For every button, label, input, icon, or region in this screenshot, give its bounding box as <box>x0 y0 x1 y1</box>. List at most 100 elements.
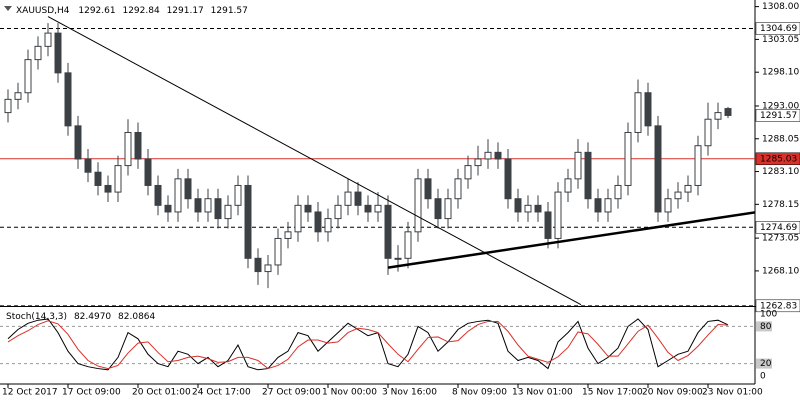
x-tick-label: 20 Nov 09:00 <box>642 388 703 398</box>
candle-body <box>64 72 72 127</box>
x-tick-label: 20 Oct 01:00 <box>132 388 191 398</box>
candle-body <box>634 92 642 133</box>
candle-body <box>714 112 722 120</box>
candle-body <box>324 218 332 233</box>
candle-body <box>574 151 582 180</box>
x-tick-label: 13 Nov 01:00 <box>512 388 573 398</box>
x-tick-label: 24 Oct 17:00 <box>192 388 251 398</box>
candle-body <box>534 204 542 213</box>
candle-body <box>54 32 62 74</box>
candle-body <box>144 158 152 186</box>
candle-body <box>444 198 452 220</box>
candle-body <box>104 184 112 193</box>
level-label: 1285.03 <box>760 154 797 164</box>
candle-body <box>614 184 622 200</box>
y-tick-label: 1283.10 <box>762 167 799 177</box>
candle-body <box>154 184 162 206</box>
candle-body <box>384 204 392 259</box>
candle-body <box>414 178 422 233</box>
candle-body <box>704 118 712 147</box>
candle-body <box>134 131 142 160</box>
candle-body <box>474 158 482 167</box>
y-tick-label: 1278.15 <box>762 200 799 210</box>
candle-body <box>204 198 212 213</box>
stoch-tick-label: 80 <box>760 322 772 332</box>
candle-body <box>494 151 502 160</box>
candle-body <box>724 108 732 116</box>
candle-body <box>544 211 552 239</box>
candle-body <box>354 191 362 206</box>
candle-body <box>114 165 122 193</box>
candle-body <box>644 92 652 127</box>
y-tick-label: 1303.05 <box>762 35 799 45</box>
candle-body <box>234 184 242 206</box>
candle-body <box>584 151 592 200</box>
candle-body <box>394 257 402 260</box>
candle-body <box>24 59 32 94</box>
stoch-plot <box>0 318 755 371</box>
x-tick-label: 3 Nov 16:00 <box>382 388 437 398</box>
candle-body <box>14 92 22 100</box>
candle-body <box>554 191 562 239</box>
candle-body <box>344 191 352 206</box>
level-label-box <box>755 221 800 234</box>
candle-body <box>304 204 312 213</box>
candle-body <box>624 131 632 186</box>
candle-body <box>594 198 602 213</box>
candle-body <box>654 125 662 213</box>
y-tick-label: 1293.00 <box>762 101 799 111</box>
candle-body <box>194 198 202 213</box>
y-tick-label: 1268.10 <box>762 266 799 276</box>
candle-body <box>4 98 12 114</box>
stoch-tick-box <box>756 358 772 369</box>
candle-body <box>694 145 702 186</box>
candle-body <box>214 198 222 220</box>
current-price-label: 1291.57 <box>760 111 797 121</box>
stoch-line <box>7 318 729 371</box>
candle-body <box>284 231 292 239</box>
candle-body <box>254 257 262 273</box>
candle-body <box>184 178 192 200</box>
candle-body <box>404 231 412 259</box>
stoch-tick-box <box>756 321 772 332</box>
y-tick-label: 1308.00 <box>762 2 799 12</box>
candle-body <box>164 204 172 213</box>
x-tick-label: 23 Nov 01:00 <box>702 388 763 398</box>
x-tick-label: 8 Nov 09:00 <box>452 388 507 398</box>
candle-body <box>314 211 322 233</box>
candle-body <box>674 191 682 200</box>
current-price-box <box>755 109 800 122</box>
candle-body <box>84 158 92 173</box>
x-tick-label: 1 Nov 00:00 <box>322 388 377 398</box>
candle-body <box>294 204 302 233</box>
candle-body <box>424 178 432 200</box>
candle-body <box>44 32 52 47</box>
candle-body <box>174 178 182 213</box>
x-tick-label: 27 Oct 09:00 <box>262 388 321 398</box>
level-label-box <box>755 299 800 313</box>
x-tick-label: 17 Oct 09:00 <box>62 388 121 398</box>
candle-body <box>274 237 282 266</box>
candle-body <box>334 204 342 220</box>
candle-body <box>364 204 372 213</box>
candle-body <box>454 178 462 200</box>
candle-body <box>264 264 272 273</box>
candle-body <box>684 184 692 193</box>
candle-body <box>374 204 382 213</box>
menu-icon[interactable] <box>4 6 12 11</box>
level-label: 1274.69 <box>760 223 797 233</box>
trendline <box>387 211 755 269</box>
candle-body <box>434 198 442 220</box>
stoch-tick-label: 20 <box>760 359 772 369</box>
stoch-tick-label: 100 <box>760 310 777 320</box>
x-tick-label: 15 Nov 17:00 <box>582 388 643 398</box>
candle-body <box>244 184 252 259</box>
price-plot <box>0 16 755 306</box>
candle-body <box>604 198 612 213</box>
candle-body <box>564 178 572 193</box>
y-tick-label: 1273.05 <box>762 234 799 244</box>
candle-body <box>514 198 522 213</box>
y-tick-label: 1288.05 <box>762 134 799 144</box>
